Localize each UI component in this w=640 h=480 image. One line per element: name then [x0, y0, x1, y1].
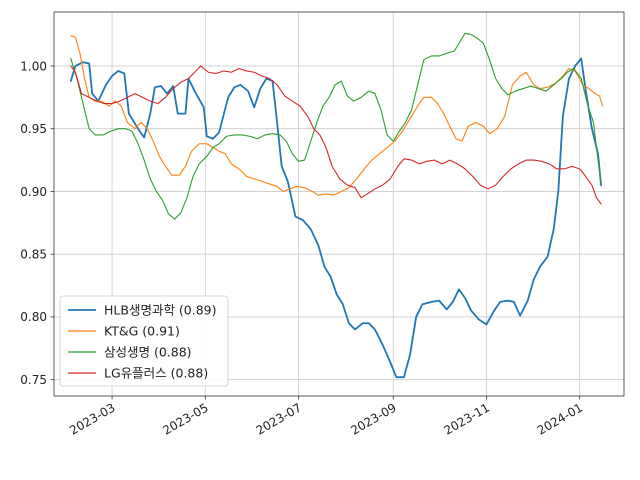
legend-label: HLB생명과학 (0.89)	[104, 303, 217, 318]
y-tick-label: 0.80	[20, 310, 47, 324]
y-axis: 0.75 0.80 0.85 0.90 0.95 1.00	[20, 59, 54, 387]
series-line-2	[70, 32, 602, 220]
series-line-0	[69, 57, 602, 379]
legend-label: KT&G (0.91)	[104, 324, 180, 339]
axes-border	[53, 11, 625, 397]
series-line-1	[70, 35, 604, 196]
legend-box	[59, 295, 229, 387]
y-tick-label: 0.90	[20, 185, 47, 199]
y-tick-label: 0.85	[20, 247, 47, 261]
series-line-3	[70, 65, 602, 205]
series-lines	[69, 32, 604, 379]
legend-label: 삼성생명 (0.88)	[104, 345, 192, 360]
y-tick-label: 0.95	[20, 122, 47, 136]
y-tick-label: 0.75	[20, 373, 47, 387]
y-tick-label: 1.00	[20, 59, 47, 73]
legend-label: LG유플러스 (0.88)	[104, 366, 208, 381]
legend: HLB생명과학 (0.89) KT&G (0.91) 삼성생명 (0.88) LG유플…	[59, 295, 229, 387]
axes-frame	[53, 11, 625, 397]
